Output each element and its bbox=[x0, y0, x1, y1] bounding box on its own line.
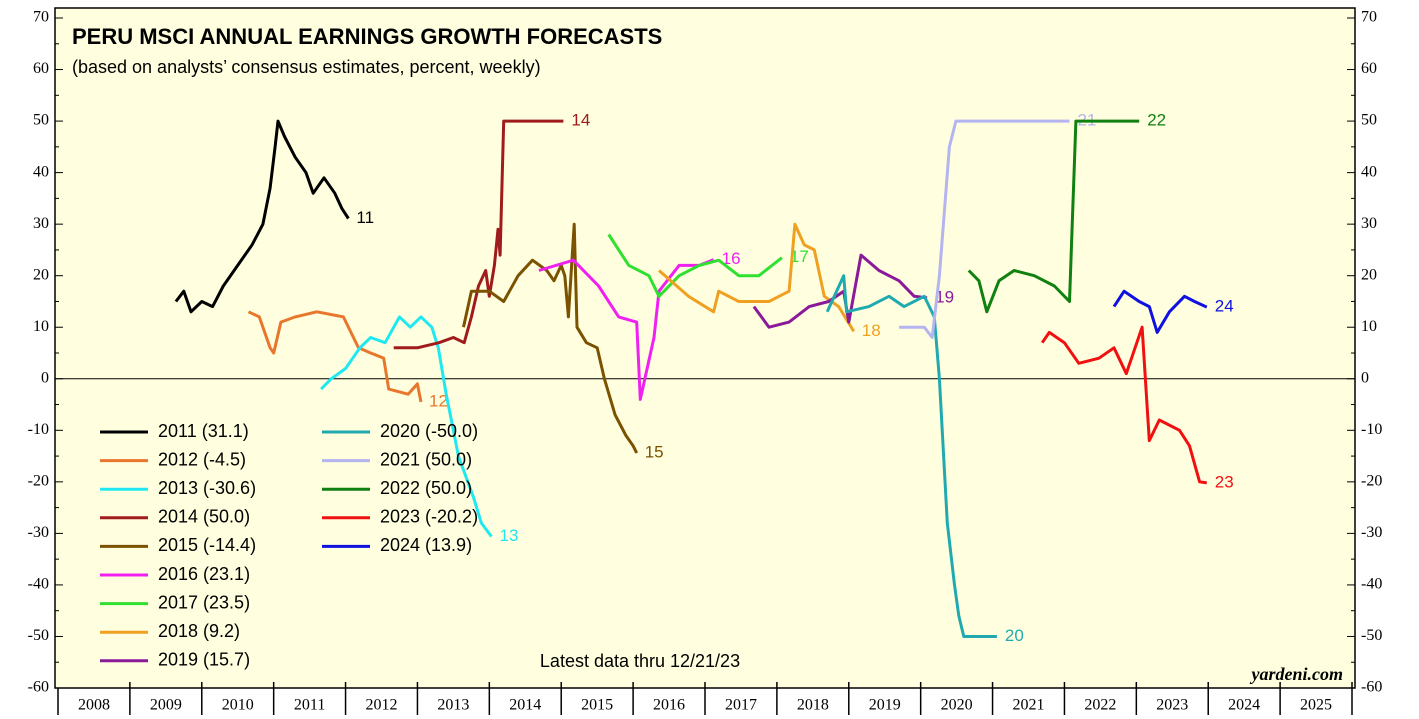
x-tick-label: 2011 bbox=[294, 697, 325, 714]
y2-tick-label: -30 bbox=[1361, 524, 1382, 541]
y-tick-label: 70 bbox=[33, 9, 49, 26]
legend-label: 2022 (50.0) bbox=[380, 478, 472, 498]
x-tick-label: 2008 bbox=[78, 697, 110, 714]
end-label: 23 bbox=[1215, 472, 1234, 491]
end-label: 16 bbox=[722, 249, 741, 268]
end-label: 18 bbox=[862, 321, 881, 340]
series-line bbox=[825, 274, 997, 638]
x-tick-label: 2013 bbox=[437, 697, 469, 714]
y2-tick-label: 0 bbox=[1361, 369, 1369, 386]
end-label: 20 bbox=[1005, 626, 1024, 645]
legend-label: 2021 (50.0) bbox=[380, 449, 472, 469]
y-tick-label: 30 bbox=[33, 215, 49, 232]
x-tick-label: 2009 bbox=[150, 697, 182, 714]
y2-tick-label: -40 bbox=[1361, 576, 1382, 593]
x-tick-label: 2010 bbox=[222, 697, 254, 714]
y-tick-label: -30 bbox=[28, 524, 49, 541]
series-line bbox=[967, 119, 1140, 314]
x-tick-label: 2014 bbox=[509, 697, 541, 714]
legend-label: 2020 (-50.0) bbox=[380, 421, 478, 441]
y-tick-label: 0 bbox=[41, 369, 49, 386]
y-tick-label: 40 bbox=[33, 163, 49, 180]
end-label: 19 bbox=[935, 287, 954, 306]
y2-tick-label: 60 bbox=[1361, 60, 1377, 77]
legend-label: 2023 (-20.2) bbox=[380, 507, 478, 527]
series-line bbox=[462, 222, 639, 454]
y-tick-label: 60 bbox=[33, 60, 49, 77]
y-tick-label: -50 bbox=[28, 627, 49, 644]
x-tick-label: 2012 bbox=[366, 697, 398, 714]
end-label: 22 bbox=[1147, 111, 1166, 130]
legend-label: 2011 (31.1) bbox=[158, 421, 249, 441]
end-label: 24 bbox=[1215, 297, 1234, 316]
y2-tick-label: 20 bbox=[1361, 266, 1377, 283]
y2-tick-label: -10 bbox=[1361, 421, 1382, 438]
x-tick-label: 2025 bbox=[1300, 697, 1332, 714]
x-tick-label: 2015 bbox=[581, 697, 613, 714]
end-label: 15 bbox=[645, 442, 664, 461]
legend-label: 2015 (-14.4) bbox=[158, 535, 256, 555]
legend-label: 2018 (9.2) bbox=[158, 621, 240, 641]
legend-label: 2019 (15.7) bbox=[158, 650, 250, 670]
y-tick-label: -60 bbox=[28, 679, 49, 696]
y-tick-label: -40 bbox=[28, 576, 49, 593]
x-tick-label: 2024 bbox=[1228, 697, 1260, 714]
legend-label: 2024 (13.9) bbox=[380, 535, 472, 555]
series-line bbox=[899, 119, 1070, 339]
y-tick-label: 50 bbox=[33, 112, 49, 129]
x-tick-label: 2019 bbox=[869, 697, 901, 714]
legend-label: 2012 (-4.5) bbox=[158, 449, 246, 469]
legend-label: 2016 (23.1) bbox=[158, 564, 250, 584]
end-label: 13 bbox=[499, 526, 518, 545]
y2-tick-label: 50 bbox=[1361, 112, 1377, 129]
end-label: 17 bbox=[790, 247, 809, 266]
x-tick-label: 2016 bbox=[653, 697, 685, 714]
series-line bbox=[393, 119, 564, 350]
y2-tick-label: 40 bbox=[1361, 163, 1377, 180]
series-line bbox=[538, 258, 715, 401]
series-line bbox=[320, 315, 493, 538]
x-tick-label: 2022 bbox=[1084, 697, 1116, 714]
x-tick-label: 2018 bbox=[797, 697, 829, 714]
y2-tick-label: 10 bbox=[1361, 318, 1377, 335]
end-label: 11 bbox=[356, 208, 374, 227]
y2-tick-label: -60 bbox=[1361, 679, 1382, 696]
y-tick-label: 10 bbox=[33, 318, 49, 335]
y2-tick-label: 30 bbox=[1361, 215, 1377, 232]
x-tick-label: 2021 bbox=[1013, 697, 1045, 714]
x-tick-label: 2017 bbox=[725, 697, 757, 714]
source: yardeni.com bbox=[1250, 664, 1344, 684]
series-line bbox=[1040, 325, 1208, 485]
legend-label: 2017 (23.5) bbox=[158, 592, 250, 612]
series-line bbox=[607, 233, 783, 298]
chart-title: PERU MSCI ANNUAL EARNINGS GROWTH FORECAS… bbox=[72, 24, 662, 49]
y2-tick-label: 70 bbox=[1361, 9, 1377, 26]
end-label: 14 bbox=[571, 111, 590, 130]
y2-tick-label: -50 bbox=[1361, 627, 1382, 644]
series-line bbox=[658, 222, 856, 333]
y-tick-label: 20 bbox=[33, 266, 49, 283]
legend-label: 2013 (-30.6) bbox=[158, 478, 256, 498]
note: Latest data thru 12/21/23 bbox=[540, 651, 740, 671]
chart-subtitle: (based on analysts’ consensus estimates,… bbox=[72, 57, 541, 77]
y-tick-label: -10 bbox=[28, 421, 49, 438]
series-line bbox=[247, 310, 423, 403]
end-label: 12 bbox=[429, 391, 448, 410]
x-tick-label: 2020 bbox=[941, 697, 973, 714]
x-tick-label: 2023 bbox=[1156, 697, 1188, 714]
legend-label: 2014 (50.0) bbox=[158, 507, 250, 527]
series-line bbox=[174, 119, 350, 314]
series-line bbox=[1112, 289, 1208, 334]
y-tick-label: -20 bbox=[28, 473, 49, 490]
y2-tick-label: -20 bbox=[1361, 473, 1382, 490]
